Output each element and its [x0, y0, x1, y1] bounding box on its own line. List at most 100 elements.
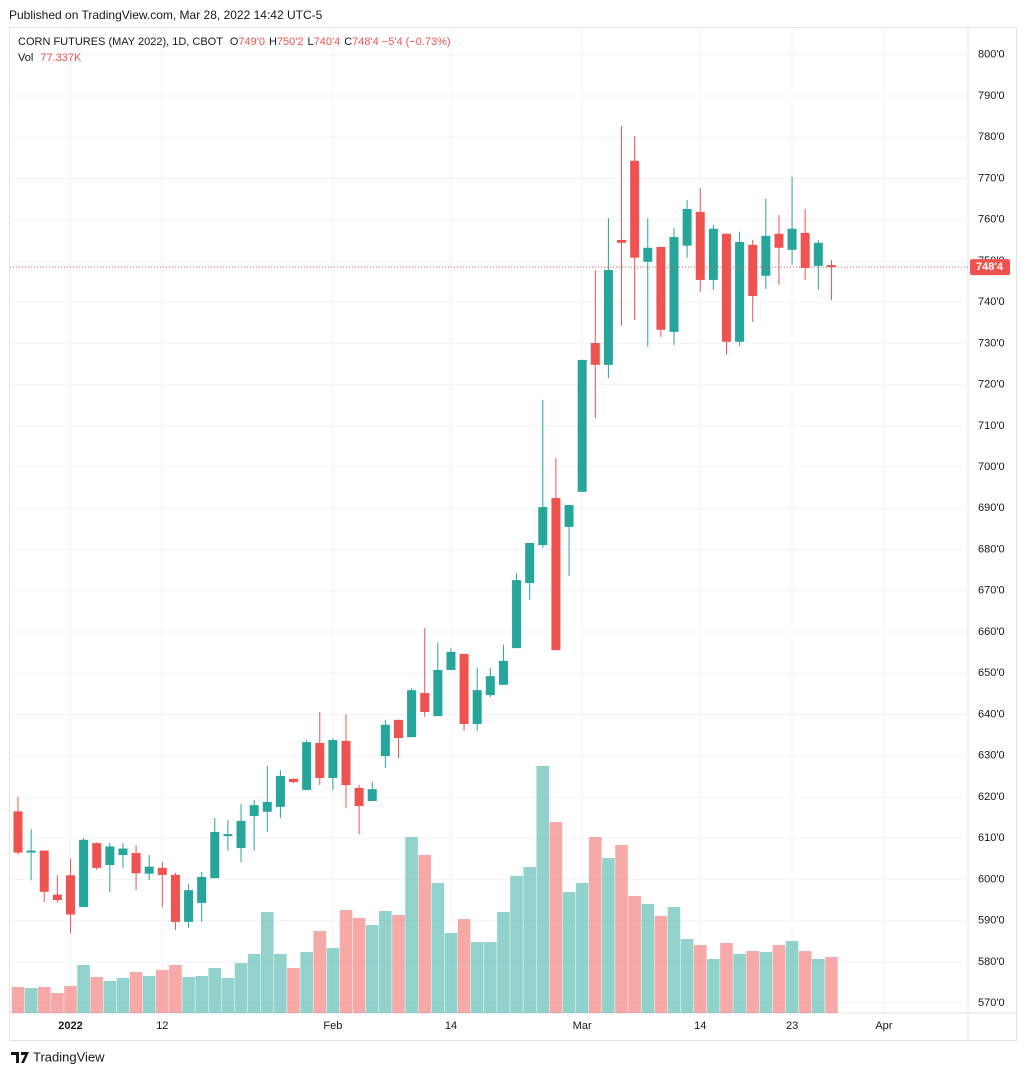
candle-body [407, 690, 417, 738]
candle-body [52, 894, 62, 901]
candle-body [800, 232, 810, 268]
y-tick-label: 660'0 [978, 626, 1005, 638]
volume-bar [221, 978, 235, 1013]
volume-bar [392, 915, 405, 1013]
candle-body [210, 831, 220, 879]
candle-body [774, 233, 784, 248]
y-tick-label: 670'0 [978, 585, 1005, 597]
volume-bar [90, 977, 104, 1013]
y-tick-label: 690'0 [978, 502, 1005, 514]
ohlc-key: C [344, 36, 353, 48]
volume-bar [37, 986, 51, 1013]
ohlc-value: 750'2 [276, 36, 304, 48]
ohlc-key: L [307, 36, 314, 48]
volume-bar [365, 925, 379, 1013]
y-tick-label: 630'0 [978, 750, 1005, 762]
volume-bar [260, 911, 274, 1013]
volume-legend: Vol 77.337K [18, 52, 81, 64]
volume-bar [825, 956, 838, 1013]
candle-body [328, 740, 338, 778]
candle-body [79, 839, 89, 908]
y-tick-label: 780'0 [978, 131, 1005, 143]
volume-bar [812, 958, 825, 1013]
y-tick-label: 760'0 [978, 214, 1005, 226]
candle-body [459, 653, 469, 724]
candle-body [669, 237, 679, 332]
volume-bar [129, 972, 143, 1013]
volume-bar [720, 942, 733, 1013]
x-tick-label: 14 [694, 1020, 706, 1032]
y-tick-label: 680'0 [978, 543, 1005, 555]
volume-bar [274, 953, 287, 1013]
y-tick-label: 600'0 [978, 873, 1005, 885]
y-tick-label: 800'0 [978, 49, 1005, 61]
candle-body [341, 740, 351, 785]
y-tick-label: 640'0 [978, 708, 1005, 720]
volume-bar [470, 942, 484, 1013]
candle-body [236, 820, 246, 849]
volume-bar [615, 845, 628, 1013]
y-tick-label: 790'0 [978, 90, 1005, 102]
candle-body [512, 580, 522, 649]
candle-body [65, 875, 75, 915]
ohlc: O749'0 H750'2 L740'4 C748'4 [226, 36, 379, 48]
volume-bar [247, 953, 261, 1013]
ohlc-key: O [229, 36, 239, 48]
volume-bar [352, 917, 366, 1013]
y-tick-label: 770'0 [978, 172, 1005, 184]
candle-body [275, 775, 285, 807]
volume-bar [64, 985, 77, 1013]
volume-bar [602, 857, 615, 1013]
volume-bar [693, 945, 707, 1013]
candle-body [761, 235, 771, 276]
candle-body [157, 867, 167, 875]
candle-body [682, 209, 692, 246]
volume-bar [457, 919, 471, 1013]
volume-bar [588, 837, 602, 1013]
ohlc-value: 748'4 [352, 36, 379, 48]
volume-bar [77, 964, 90, 1013]
candle-body [197, 876, 207, 903]
candle-body [289, 778, 299, 783]
y-tick-label: 620'0 [978, 791, 1005, 803]
candle-body [748, 244, 758, 296]
volume-bar [680, 938, 694, 1013]
candle-body [354, 787, 364, 807]
candle-body [249, 805, 259, 816]
candle-body [656, 246, 666, 330]
volume-bar [746, 951, 760, 1013]
volume-name: Vol [18, 52, 34, 64]
x-tick-label: Feb [323, 1020, 342, 1032]
volume-bar [707, 958, 720, 1013]
y-tick-label: 720'0 [978, 379, 1005, 391]
candle-body [617, 239, 627, 243]
candle-body [630, 160, 640, 258]
y-tick-label: 590'0 [978, 915, 1005, 927]
volume-bar [772, 945, 786, 1013]
candle-body [708, 228, 718, 280]
volume-bar [142, 975, 156, 1013]
candle-body [577, 359, 587, 492]
brand: TradingView [33, 1049, 105, 1064]
volume-bar [208, 968, 222, 1013]
logo: TradingView [11, 1049, 105, 1064]
chart-frame [9, 27, 1017, 1041]
volume-bar [798, 951, 812, 1013]
volume-bar [484, 942, 497, 1013]
volume-bar [103, 980, 117, 1013]
volume-bar [654, 915, 668, 1013]
candle-body [39, 850, 49, 892]
ohlc-value: 749'0 [238, 36, 265, 48]
volume-bar [785, 941, 799, 1013]
y-tick-label: 580'0 [978, 956, 1005, 968]
volume-bar [628, 895, 641, 1013]
volume-bar [759, 952, 773, 1013]
volume-bar [51, 993, 64, 1013]
volume-bar [510, 875, 523, 1013]
volume-bar [379, 910, 392, 1013]
candle-body [420, 693, 430, 713]
candle-body [393, 719, 403, 738]
candle-body [131, 853, 141, 874]
volume-bar [11, 987, 25, 1013]
candle-body [223, 834, 233, 837]
